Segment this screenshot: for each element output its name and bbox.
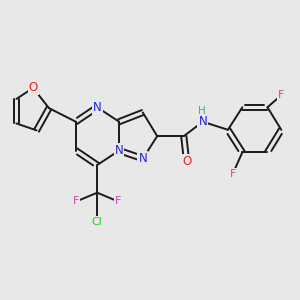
Text: H: H	[198, 106, 206, 116]
Text: F: F	[73, 196, 80, 206]
Text: N: N	[198, 115, 207, 128]
Text: F: F	[278, 90, 284, 100]
Text: N: N	[138, 152, 147, 165]
Text: F: F	[115, 196, 121, 206]
Text: O: O	[182, 155, 191, 168]
Text: N: N	[93, 101, 102, 114]
Text: F: F	[230, 169, 236, 179]
Text: Cl: Cl	[92, 217, 103, 226]
Text: O: O	[28, 82, 38, 94]
Text: N: N	[115, 144, 124, 157]
